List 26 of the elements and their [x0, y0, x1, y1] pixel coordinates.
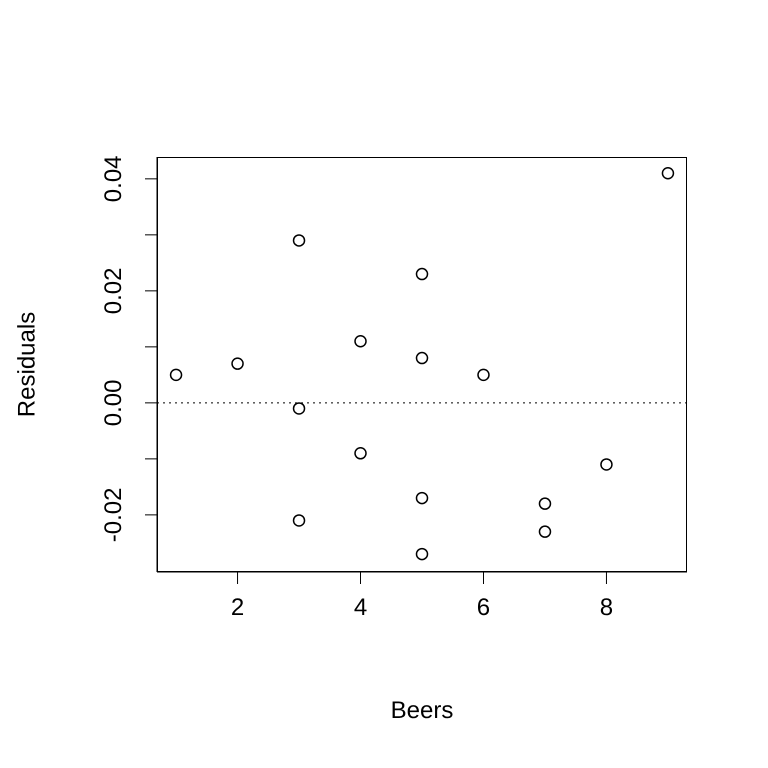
x-tick-label: 6	[476, 594, 490, 622]
point	[170, 368, 182, 382]
x-tick-label: 8	[600, 594, 614, 622]
point	[600, 458, 613, 471]
x-tick-label: 2	[230, 594, 244, 622]
y-tick-label: 0.04	[100, 155, 127, 202]
x-axis-title: Beers	[390, 697, 454, 724]
point	[292, 402, 306, 415]
point	[416, 548, 428, 560]
point	[662, 166, 674, 180]
point	[477, 368, 490, 382]
point	[416, 492, 428, 504]
point	[354, 335, 367, 348]
point	[538, 525, 552, 538]
point	[416, 352, 428, 364]
y-tick-label: 0.00	[100, 380, 127, 426]
point	[354, 447, 367, 460]
point	[538, 497, 552, 510]
y-tick-label: 0.02	[100, 267, 127, 314]
y-tick-label: -0.02	[100, 488, 127, 542]
point	[292, 234, 306, 247]
point	[292, 514, 306, 527]
x-tick-label: 4	[354, 594, 368, 622]
point	[231, 357, 244, 370]
y-axis-title: Residuals	[14, 312, 41, 418]
point	[416, 268, 428, 280]
